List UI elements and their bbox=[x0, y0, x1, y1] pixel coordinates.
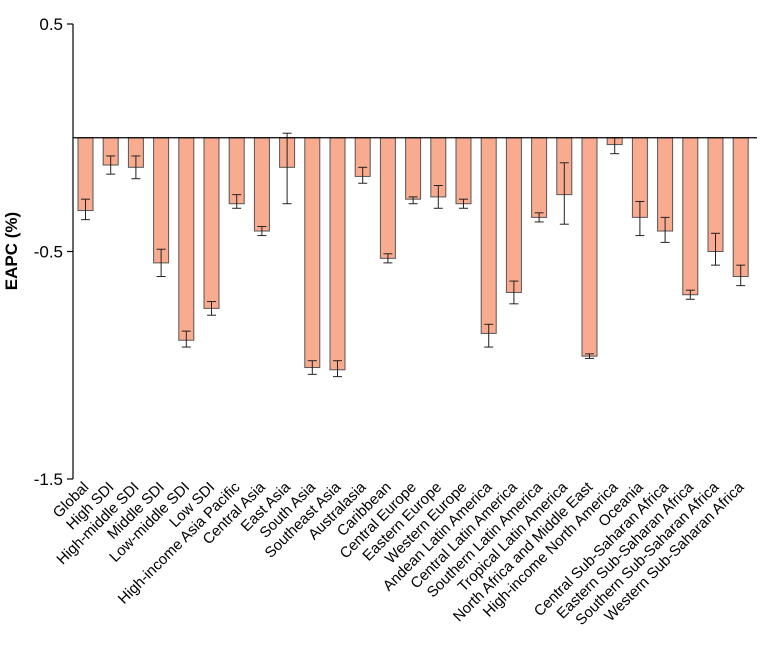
bar bbox=[379, 137, 396, 259]
bar bbox=[304, 137, 321, 369]
bar bbox=[228, 137, 245, 205]
bar bbox=[581, 137, 598, 357]
bar bbox=[329, 137, 346, 371]
bar bbox=[178, 137, 195, 341]
y-ticks-layer: 0.5 -0.5 -1.5 bbox=[34, 15, 73, 489]
bar bbox=[732, 137, 749, 278]
error-bars-layer bbox=[81, 132, 746, 378]
y-tick-label: -0.5 bbox=[34, 243, 63, 262]
bar bbox=[505, 137, 522, 293]
bar bbox=[455, 137, 472, 205]
bar bbox=[531, 137, 548, 218]
bar bbox=[153, 137, 170, 264]
bar bbox=[405, 137, 422, 200]
bar bbox=[480, 137, 497, 334]
y-tick-label: 0.5 bbox=[39, 15, 63, 34]
bar bbox=[682, 137, 699, 296]
bars-layer bbox=[77, 137, 749, 371]
y-axis-title: EAPC (%) bbox=[2, 212, 21, 290]
y-tick-label: -1.5 bbox=[34, 470, 63, 489]
bar bbox=[203, 137, 220, 309]
bar bbox=[253, 137, 270, 232]
